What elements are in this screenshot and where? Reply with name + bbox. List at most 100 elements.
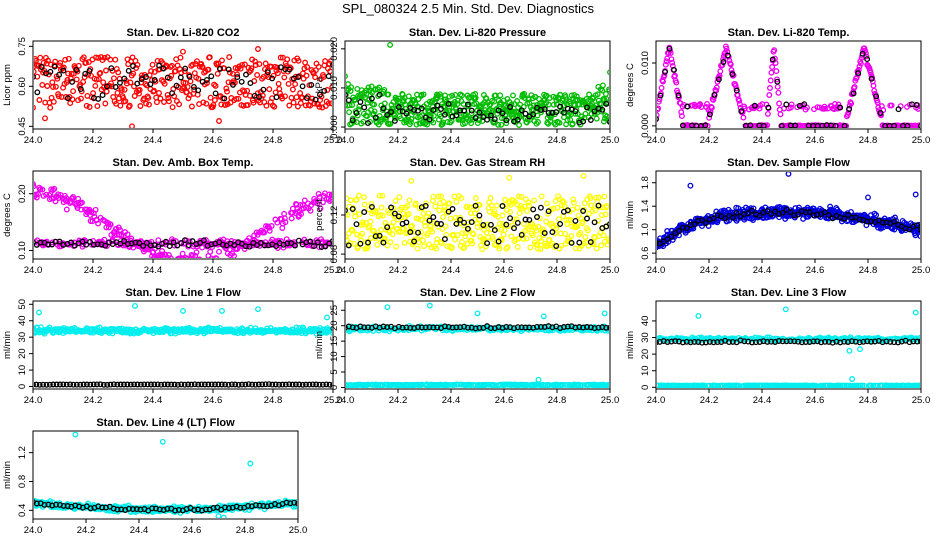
data-point — [437, 239, 444, 245]
data-point — [445, 208, 452, 215]
data-point — [245, 381, 252, 388]
data-point — [171, 381, 178, 388]
data-point — [326, 381, 332, 388]
data-point — [699, 217, 706, 224]
data-point — [64, 95, 71, 102]
data-point — [149, 61, 156, 68]
data-point — [379, 212, 386, 219]
data-point — [346, 242, 352, 249]
x-tick-label: 24.2 — [389, 265, 408, 276]
data-point — [914, 222, 920, 229]
data-point — [273, 243, 279, 250]
data-point — [396, 194, 403, 201]
data-point — [391, 117, 398, 124]
data-point — [346, 207, 348, 214]
data-point — [678, 113, 685, 120]
data-point — [176, 255, 183, 258]
data-point — [395, 104, 402, 111]
data-point — [538, 193, 545, 200]
data-point — [136, 90, 142, 97]
series-hourly — [34, 62, 332, 103]
data-point — [557, 103, 564, 110]
data-point — [464, 225, 471, 232]
data-point — [415, 324, 421, 331]
data-point — [787, 104, 794, 111]
y-tick-label: 15 — [329, 336, 340, 347]
data-point — [500, 221, 507, 228]
data-point — [579, 218, 586, 225]
data-point — [234, 71, 241, 78]
data-point — [347, 88, 354, 94]
data-point — [679, 224, 686, 231]
data-point — [45, 241, 52, 248]
y-tick-label: 0.60 — [17, 77, 28, 96]
data-point — [346, 97, 352, 104]
data-point — [330, 330, 332, 336]
data-point — [553, 109, 560, 116]
x-tick-label: 24.0 — [24, 135, 43, 146]
data-point — [313, 381, 320, 388]
data-point — [801, 101, 808, 108]
data-point — [53, 381, 60, 388]
data-point — [378, 204, 385, 211]
plot-title: Stan. Dev. Line 2 Flow — [420, 287, 536, 299]
y-tick-label: 0.010 — [329, 76, 340, 100]
data-point — [395, 213, 402, 220]
data-point — [127, 381, 134, 388]
data-point — [572, 108, 579, 115]
x-tick-label: 24.4 — [442, 135, 461, 146]
data-point — [63, 195, 70, 202]
outlier-point — [607, 69, 609, 76]
data-point — [275, 80, 282, 87]
outlier-point — [426, 302, 433, 309]
data-point — [176, 256, 182, 258]
data-point — [197, 262, 202, 267]
data-point — [487, 325, 494, 332]
data-point — [684, 103, 691, 110]
data-point — [495, 121, 502, 128]
data-point — [161, 381, 168, 388]
data-point — [202, 259, 207, 264]
page-title: SPL_080324 2.5 Min. Std. Dev. Diagnostic… — [342, 1, 594, 16]
data-point — [415, 229, 421, 236]
data-point — [244, 102, 251, 109]
data-point — [888, 102, 895, 109]
data-point — [549, 109, 556, 116]
data-point — [118, 87, 125, 93]
data-point — [134, 381, 141, 388]
data-point — [361, 324, 368, 331]
data-point — [772, 60, 779, 66]
data-point — [406, 197, 413, 204]
plot-amb_box: Stan. Dev. Amb. Box Temp.degrees C24.0 24… — [2, 157, 342, 276]
data-point — [595, 202, 602, 209]
data-point — [557, 221, 564, 227]
data-point — [225, 381, 232, 388]
y-tick-label: 10 — [640, 365, 651, 376]
data-point — [595, 324, 602, 331]
y-tick-label: 20 — [17, 348, 28, 359]
data-point — [169, 104, 176, 111]
data-point — [327, 68, 332, 75]
data-point — [417, 228, 424, 235]
data-point — [127, 79, 134, 86]
x-tick-label: 24.8 — [859, 265, 878, 276]
y-tick-label: 0.45 — [17, 117, 28, 136]
x-tick-label: 24.2 — [389, 395, 408, 406]
data-point — [63, 206, 70, 213]
data-point — [316, 381, 323, 388]
data-point — [591, 325, 598, 332]
x-tick-label: 24.2 — [84, 135, 103, 146]
data-point — [372, 114, 379, 121]
data-point — [531, 197, 538, 204]
y-tick-label: 5 — [329, 369, 340, 374]
x-tick-label: 24.2 — [389, 135, 408, 146]
x-tick-label: 24.0 — [647, 395, 666, 406]
x-tick-label: 24.8 — [548, 395, 567, 406]
outlier-point — [42, 115, 48, 122]
data-point — [459, 239, 465, 245]
outlier-point — [255, 306, 261, 313]
data-point — [187, 78, 194, 85]
data-point — [60, 64, 67, 71]
